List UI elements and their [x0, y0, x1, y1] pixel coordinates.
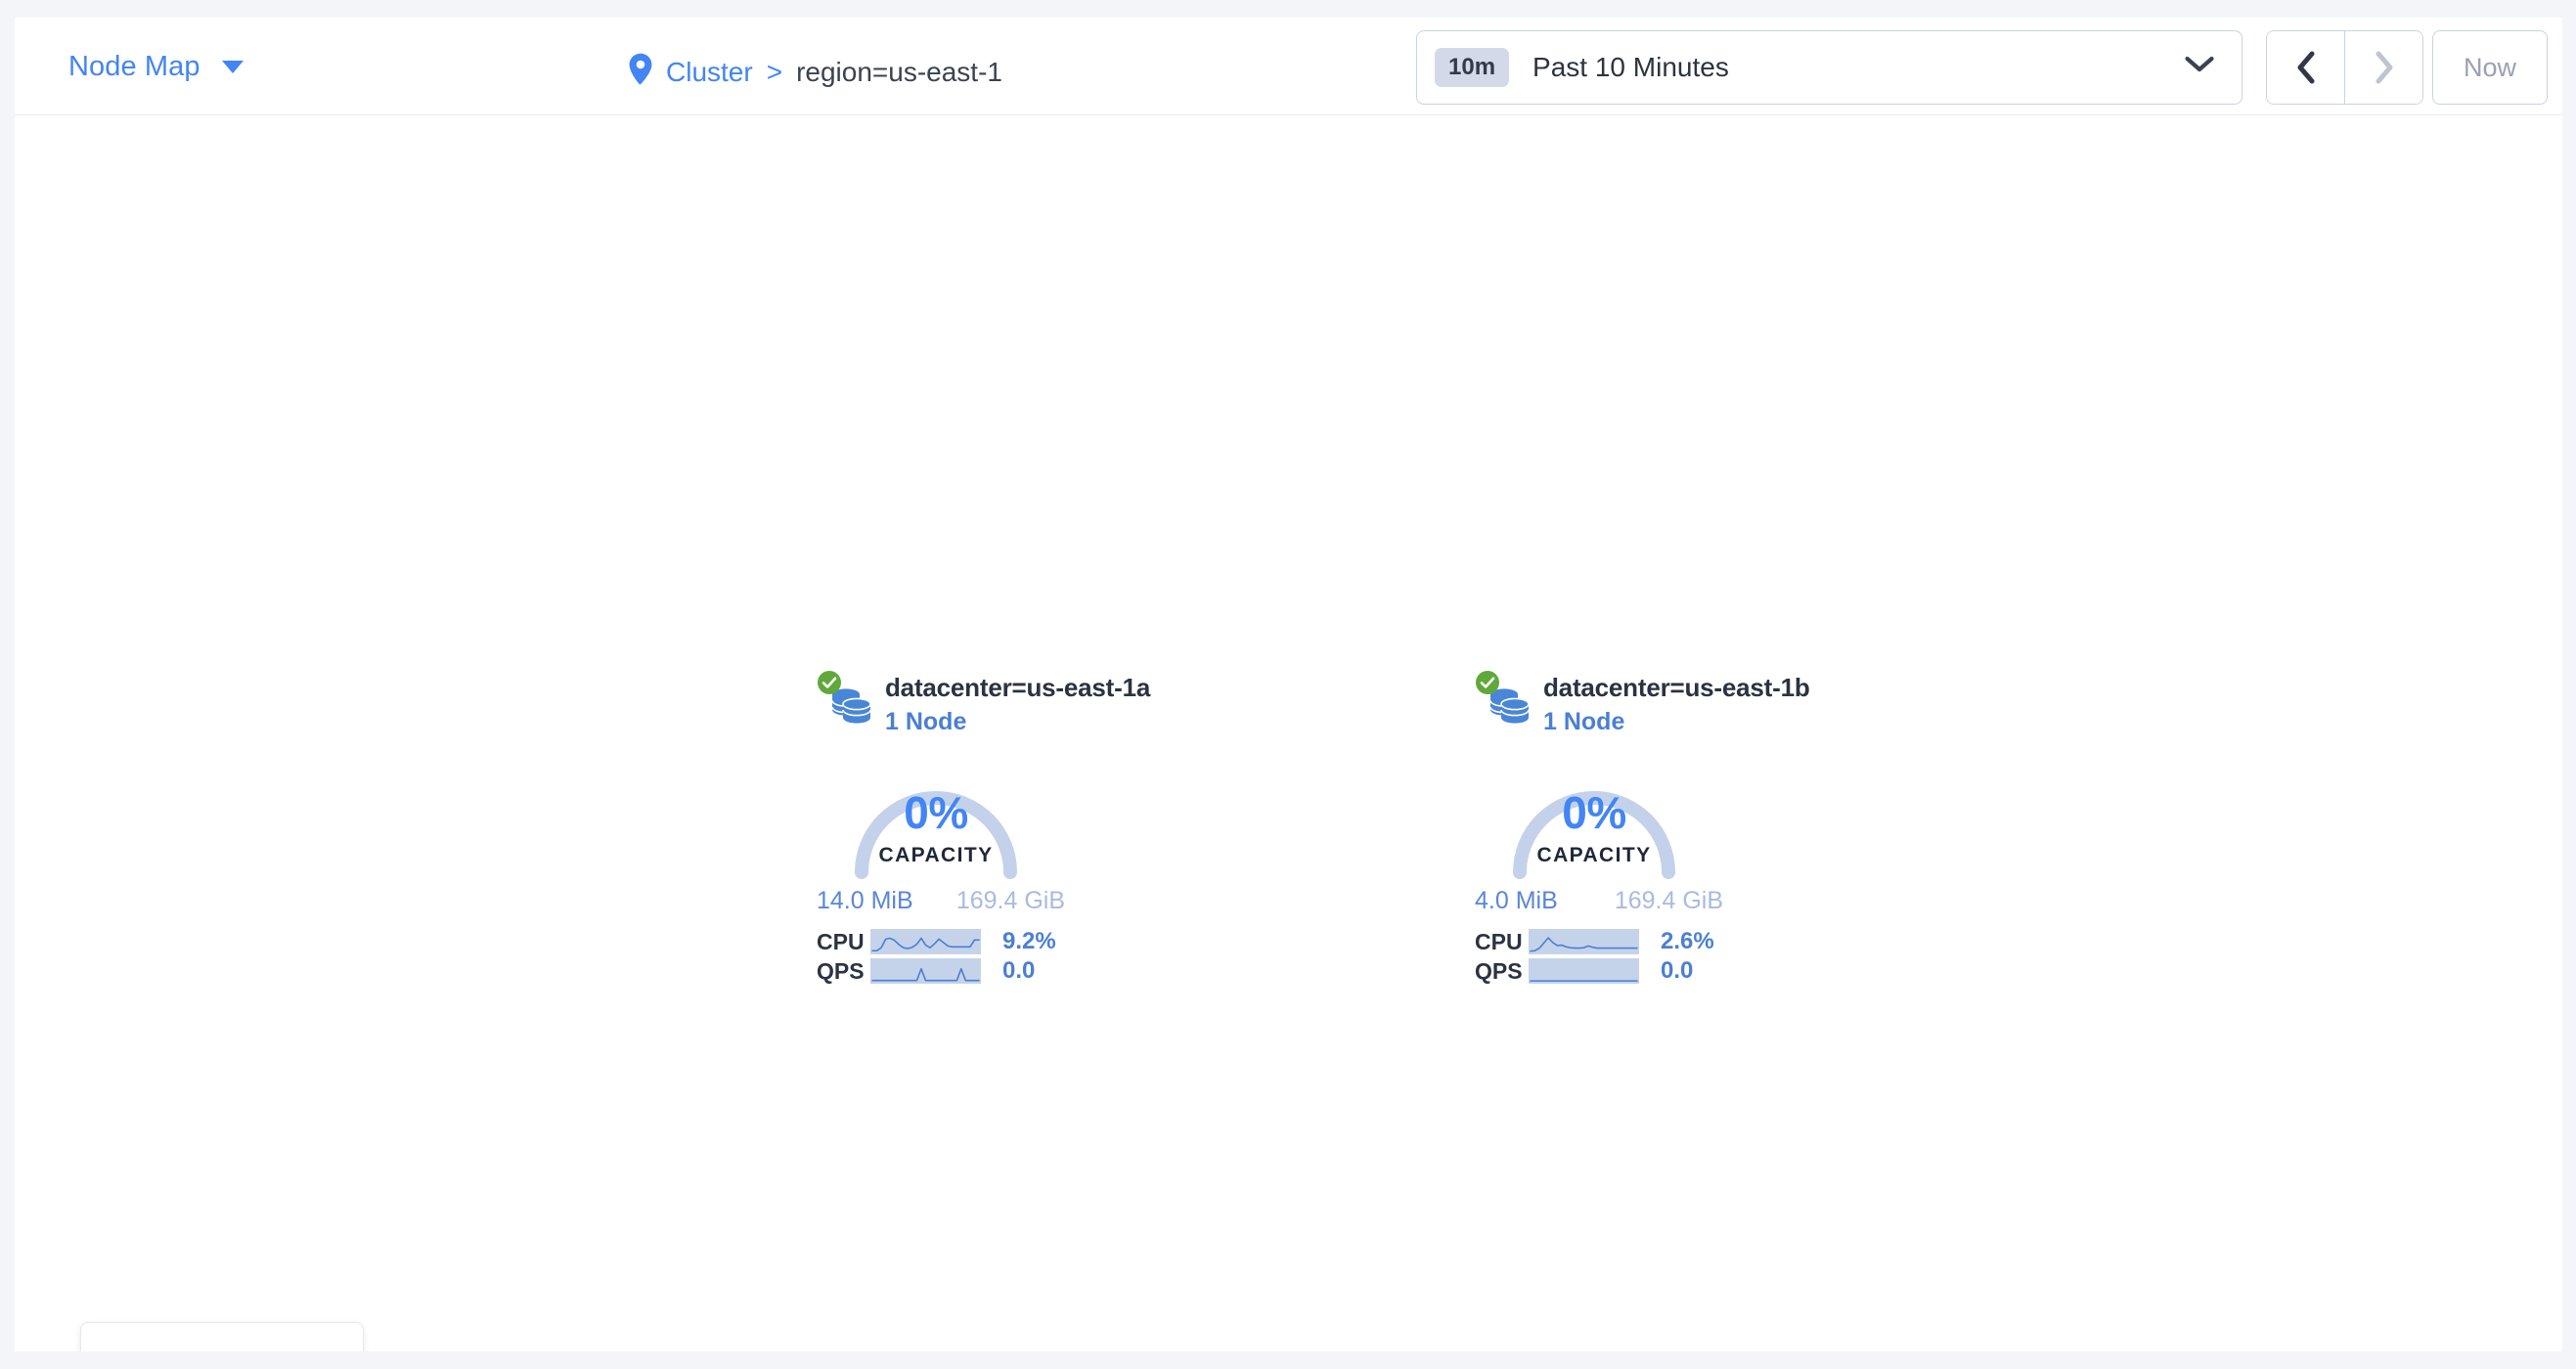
- up-to-cluster-label: Up to CLUSTER: [127, 1347, 340, 1352]
- datacenter-name: datacenter=us-east-1b: [1543, 673, 1810, 702]
- datacenter-node-count[interactable]: 1 Node: [1543, 707, 1625, 735]
- metric-row: QPS 0.0: [1475, 956, 1827, 986]
- view-selector[interactable]: Node Map: [68, 51, 244, 83]
- metric-label: QPS: [817, 957, 865, 984]
- time-prev-button[interactable]: [2267, 31, 2344, 104]
- chevron-left-icon: [2297, 51, 2314, 84]
- datacenter-card[interactable]: datacenter=us-east-1a 1 Node 0% CAPACITY…: [817, 670, 1169, 986]
- capacity-total: 169.4 GiB: [1614, 887, 1723, 914]
- metric-row: CPU 9.2%: [817, 927, 1169, 956]
- capacity-gauge-text: 0% CAPACITY: [1487, 790, 1702, 867]
- datacenter-icon-group: [1475, 670, 1535, 732]
- metrics-list: CPU 2.6% QPS 0.0: [1475, 927, 1827, 986]
- database-stack-icon: [828, 683, 873, 732]
- qps-sparkline: [870, 958, 981, 984]
- capacity-values-row: 4.0 MiB 169.4 GiB: [1475, 887, 1729, 915]
- cpu-sparkline: [870, 929, 981, 954]
- breadcrumb-current: region=us-east-1: [796, 56, 1002, 87]
- metric-value: 9.2%: [1002, 928, 1056, 954]
- datacenter-titles: datacenter=us-east-1a 1 Node: [885, 673, 1150, 736]
- top-header-bar: Node Map Cluster > region=us-east-1 10m …: [15, 18, 2562, 115]
- datacenter-card[interactable]: datacenter=us-east-1b 1 Node 0% CAPACITY…: [1475, 670, 1827, 986]
- time-nav-group: [2266, 30, 2423, 105]
- time-next-button[interactable]: [2344, 31, 2422, 104]
- metrics-list: CPU 9.2% QPS 0.0: [817, 927, 1169, 986]
- now-button[interactable]: Now: [2432, 30, 2548, 105]
- datacenter-icon-group: [817, 670, 877, 732]
- capacity-used: 14.0 MiB: [817, 887, 913, 914]
- datacenter-titles: datacenter=us-east-1b 1 Node: [1543, 673, 1810, 736]
- datacenter-header: datacenter=us-east-1b 1 Node: [1475, 670, 1827, 736]
- chevron-right-icon: [2376, 51, 2392, 84]
- check-circle-icon: [817, 670, 842, 700]
- capacity-gauge-text: 0% CAPACITY: [828, 790, 1044, 867]
- metric-row: QPS 0.0: [817, 956, 1169, 986]
- database-stack-icon: [1487, 683, 1532, 732]
- node-map-canvas: datacenter=us-east-1a 1 Node 0% CAPACITY…: [15, 115, 2562, 1351]
- qps-sparkline: [1529, 958, 1639, 984]
- capacity-caption: CAPACITY: [1536, 844, 1652, 866]
- time-range-label: Past 10 Minutes: [1532, 52, 1729, 82]
- metric-value: 2.6%: [1661, 928, 1714, 954]
- datacenter-header: datacenter=us-east-1a 1 Node: [817, 670, 1169, 736]
- capacity-gauge: 0% CAPACITY: [1487, 747, 1702, 889]
- check-circle-icon: [1475, 670, 1500, 700]
- time-range-badge: 10m: [1435, 48, 1510, 87]
- view-selector-label: Node Map: [68, 51, 200, 82]
- capacity-gauge: 0% CAPACITY: [828, 747, 1044, 889]
- datacenter-node-count[interactable]: 1 Node: [885, 707, 967, 735]
- capacity-percent: 0%: [1562, 787, 1626, 838]
- datacenter-name: datacenter=us-east-1a: [885, 673, 1151, 702]
- metric-row: CPU 2.6%: [1475, 927, 1827, 956]
- time-range-picker[interactable]: 10m Past 10 Minutes: [1416, 30, 2243, 105]
- metric-label: QPS: [1475, 957, 1523, 984]
- breadcrumb: Cluster > region=us-east-1: [628, 53, 1002, 91]
- capacity-caption: CAPACITY: [878, 844, 994, 866]
- cpu-sparkline: [1529, 929, 1639, 954]
- chevron-down-icon: [2185, 56, 2214, 79]
- breadcrumb-link-cluster[interactable]: Cluster: [666, 56, 753, 87]
- capacity-total: 169.4 GiB: [955, 887, 1065, 914]
- metric-value: 0.0: [1661, 957, 1694, 984]
- capacity-used: 4.0 MiB: [1475, 887, 1558, 914]
- app-root: Node Map Cluster > region=us-east-1 10m …: [15, 0, 2562, 1351]
- arrow-up-icon: ↑: [105, 1349, 120, 1351]
- up-to-cluster-button[interactable]: ↑ Up to CLUSTER: [80, 1322, 364, 1351]
- chevron-down-icon: [221, 61, 244, 73]
- now-button-label: Now: [2463, 52, 2516, 82]
- header-top-strip: [15, 0, 2562, 18]
- capacity-values-row: 14.0 MiB 169.4 GiB: [817, 887, 1071, 915]
- capacity-percent: 0%: [904, 787, 968, 838]
- metric-value: 0.0: [1002, 957, 1036, 984]
- location-pin-icon: [628, 53, 653, 91]
- breadcrumb-separator: >: [766, 56, 783, 87]
- metric-label: CPU: [817, 928, 865, 954]
- metric-label: CPU: [1475, 928, 1523, 954]
